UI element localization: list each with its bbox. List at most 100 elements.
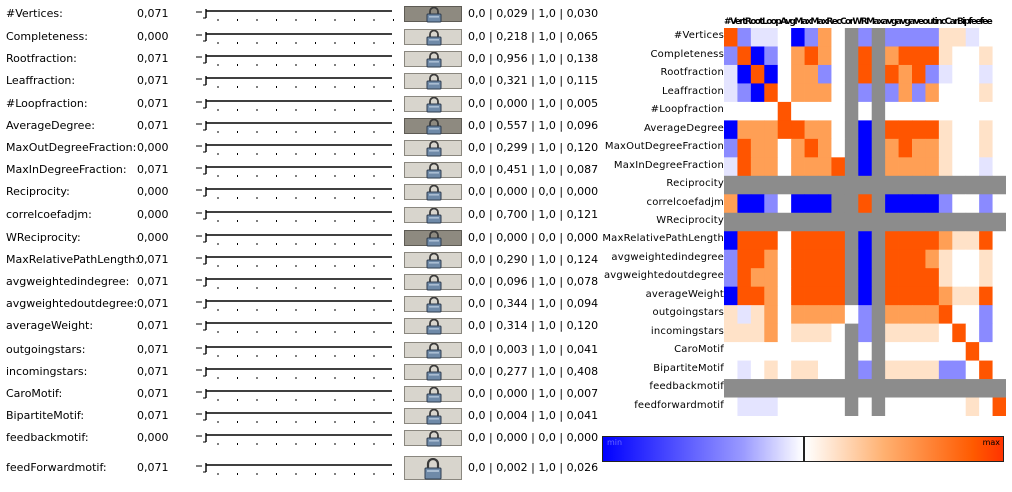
heatmap-cell[interactable] (737, 212, 752, 232)
heatmap-cell[interactable] (885, 231, 899, 251)
heatmap-cell[interactable] (858, 120, 873, 140)
heatmap-cell[interactable] (965, 323, 980, 343)
heatmap-cell[interactable] (912, 194, 926, 214)
heatmap-cell[interactable] (764, 194, 779, 214)
feature-weight-slider[interactable] (194, 27, 394, 49)
heatmap-cell[interactable] (912, 157, 926, 177)
heatmap-cell[interactable] (724, 101, 738, 121)
heatmap-cell[interactable] (898, 101, 913, 121)
heatmap-cell[interactable] (791, 212, 805, 232)
heatmap-cell[interactable] (925, 101, 940, 121)
heatmap-cell[interactable] (992, 323, 1006, 343)
heatmap-cell[interactable] (938, 28, 953, 47)
heatmap-cell[interactable] (925, 194, 940, 214)
heatmap-cell[interactable] (777, 342, 792, 361)
heatmap-cell[interactable] (912, 268, 926, 288)
heatmap-cell[interactable] (737, 120, 752, 140)
heatmap-cell[interactable] (898, 323, 913, 343)
heatmap-cell[interactable] (818, 397, 832, 416)
lock-toggle-button[interactable] (404, 6, 462, 23)
heatmap-cell[interactable] (764, 101, 779, 121)
heatmap-cell[interactable] (791, 175, 805, 195)
heatmap-cell[interactable] (938, 138, 953, 158)
heatmap-cell[interactable] (804, 360, 819, 380)
heatmap-cell[interactable] (992, 175, 1006, 195)
heatmap-cell[interactable] (737, 28, 752, 47)
heatmap-cell[interactable] (965, 212, 980, 232)
heatmap-cell[interactable] (912, 249, 926, 269)
lock-toggle-button[interactable] (404, 430, 462, 447)
heatmap-cell[interactable] (965, 28, 980, 47)
feature-weight-slider[interactable] (194, 228, 394, 250)
heatmap-cell[interactable] (764, 175, 779, 195)
heatmap-cell[interactable] (764, 268, 779, 288)
heatmap-cell[interactable] (938, 342, 953, 361)
heatmap-cell[interactable] (979, 305, 993, 325)
heatmap-cell[interactable] (965, 249, 980, 269)
heatmap-cell[interactable] (979, 379, 993, 398)
heatmap-cell[interactable] (965, 157, 980, 177)
heatmap-cell[interactable] (724, 157, 738, 177)
heatmap-cell[interactable] (952, 194, 967, 214)
heatmap-cell[interactable] (804, 194, 819, 214)
heatmap-cell[interactable] (898, 212, 913, 232)
heatmap-cell[interactable] (724, 268, 738, 288)
heatmap-cell[interactable] (871, 360, 886, 380)
heatmap-cell[interactable] (750, 175, 765, 195)
heatmap-cell[interactable] (764, 360, 779, 380)
heatmap-cell[interactable] (724, 342, 738, 361)
heatmap-cell[interactable] (938, 46, 953, 66)
lock-toggle-button[interactable] (404, 296, 462, 313)
heatmap-cell[interactable] (965, 101, 980, 121)
heatmap-cell[interactable] (831, 305, 846, 325)
heatmap-cell[interactable] (831, 101, 846, 121)
lock-toggle-button[interactable] (404, 342, 462, 359)
heatmap-cell[interactable] (844, 101, 859, 121)
heatmap-cell[interactable] (764, 28, 779, 47)
heatmap-cell[interactable] (938, 64, 953, 84)
heatmap-cell[interactable] (804, 323, 819, 343)
heatmap-cell[interactable] (764, 305, 779, 325)
heatmap-cell[interactable] (871, 138, 886, 158)
heatmap-cell[interactable] (750, 194, 765, 214)
heatmap-cell[interactable] (724, 360, 738, 380)
heatmap-cell[interactable] (885, 342, 899, 361)
heatmap-cell[interactable] (979, 120, 993, 140)
heatmap-cell[interactable] (992, 286, 1006, 306)
heatmap-cell[interactable] (818, 286, 832, 306)
heatmap-cell[interactable] (992, 379, 1006, 398)
heatmap-cell[interactable] (844, 268, 859, 288)
heatmap-cell[interactable] (818, 46, 832, 66)
heatmap-cell[interactable] (804, 249, 819, 269)
heatmap-cell[interactable] (777, 212, 792, 232)
heatmap-cell[interactable] (871, 397, 886, 416)
heatmap-cell[interactable] (912, 46, 926, 66)
heatmap-cell[interactable] (871, 120, 886, 140)
heatmap-cell[interactable] (938, 305, 953, 325)
heatmap-cell[interactable] (938, 231, 953, 251)
heatmap-cell[interactable] (804, 28, 819, 47)
heatmap-cell[interactable] (791, 46, 805, 66)
heatmap-cell[interactable] (912, 286, 926, 306)
heatmap-cell[interactable] (764, 212, 779, 232)
heatmap-cell[interactable] (804, 175, 819, 195)
heatmap-cell[interactable] (764, 46, 779, 66)
heatmap-cell[interactable] (831, 120, 846, 140)
heatmap-cell[interactable] (898, 46, 913, 66)
heatmap-cell[interactable] (965, 138, 980, 158)
heatmap-cell[interactable] (777, 249, 792, 269)
heatmap-cell[interactable] (818, 268, 832, 288)
heatmap-cell[interactable] (737, 46, 752, 66)
heatmap-cell[interactable] (791, 83, 805, 103)
heatmap-cell[interactable] (912, 342, 926, 361)
heatmap-cell[interactable] (885, 360, 899, 380)
heatmap-cell[interactable] (818, 379, 832, 398)
heatmap-cell[interactable] (965, 83, 980, 103)
heatmap-cell[interactable] (992, 305, 1006, 325)
heatmap-cell[interactable] (737, 268, 752, 288)
heatmap-cell[interactable] (979, 286, 993, 306)
heatmap-cell[interactable] (724, 323, 738, 343)
lock-toggle-button[interactable] (404, 51, 462, 68)
heatmap-cell[interactable] (952, 101, 967, 121)
heatmap-cell[interactable] (979, 194, 993, 214)
